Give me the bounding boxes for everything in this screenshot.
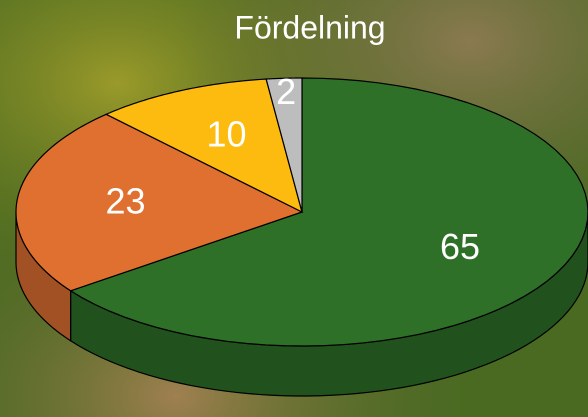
pie: 65 23 10 2 (16, 71, 588, 396)
data-label: 65 (440, 226, 480, 267)
data-label: 2 (276, 71, 296, 112)
data-label: 10 (206, 113, 246, 154)
data-label: 23 (105, 181, 145, 222)
chart-title: Fördelning (234, 9, 385, 45)
chart: 65 23 10 2 Fördelning (0, 0, 588, 417)
